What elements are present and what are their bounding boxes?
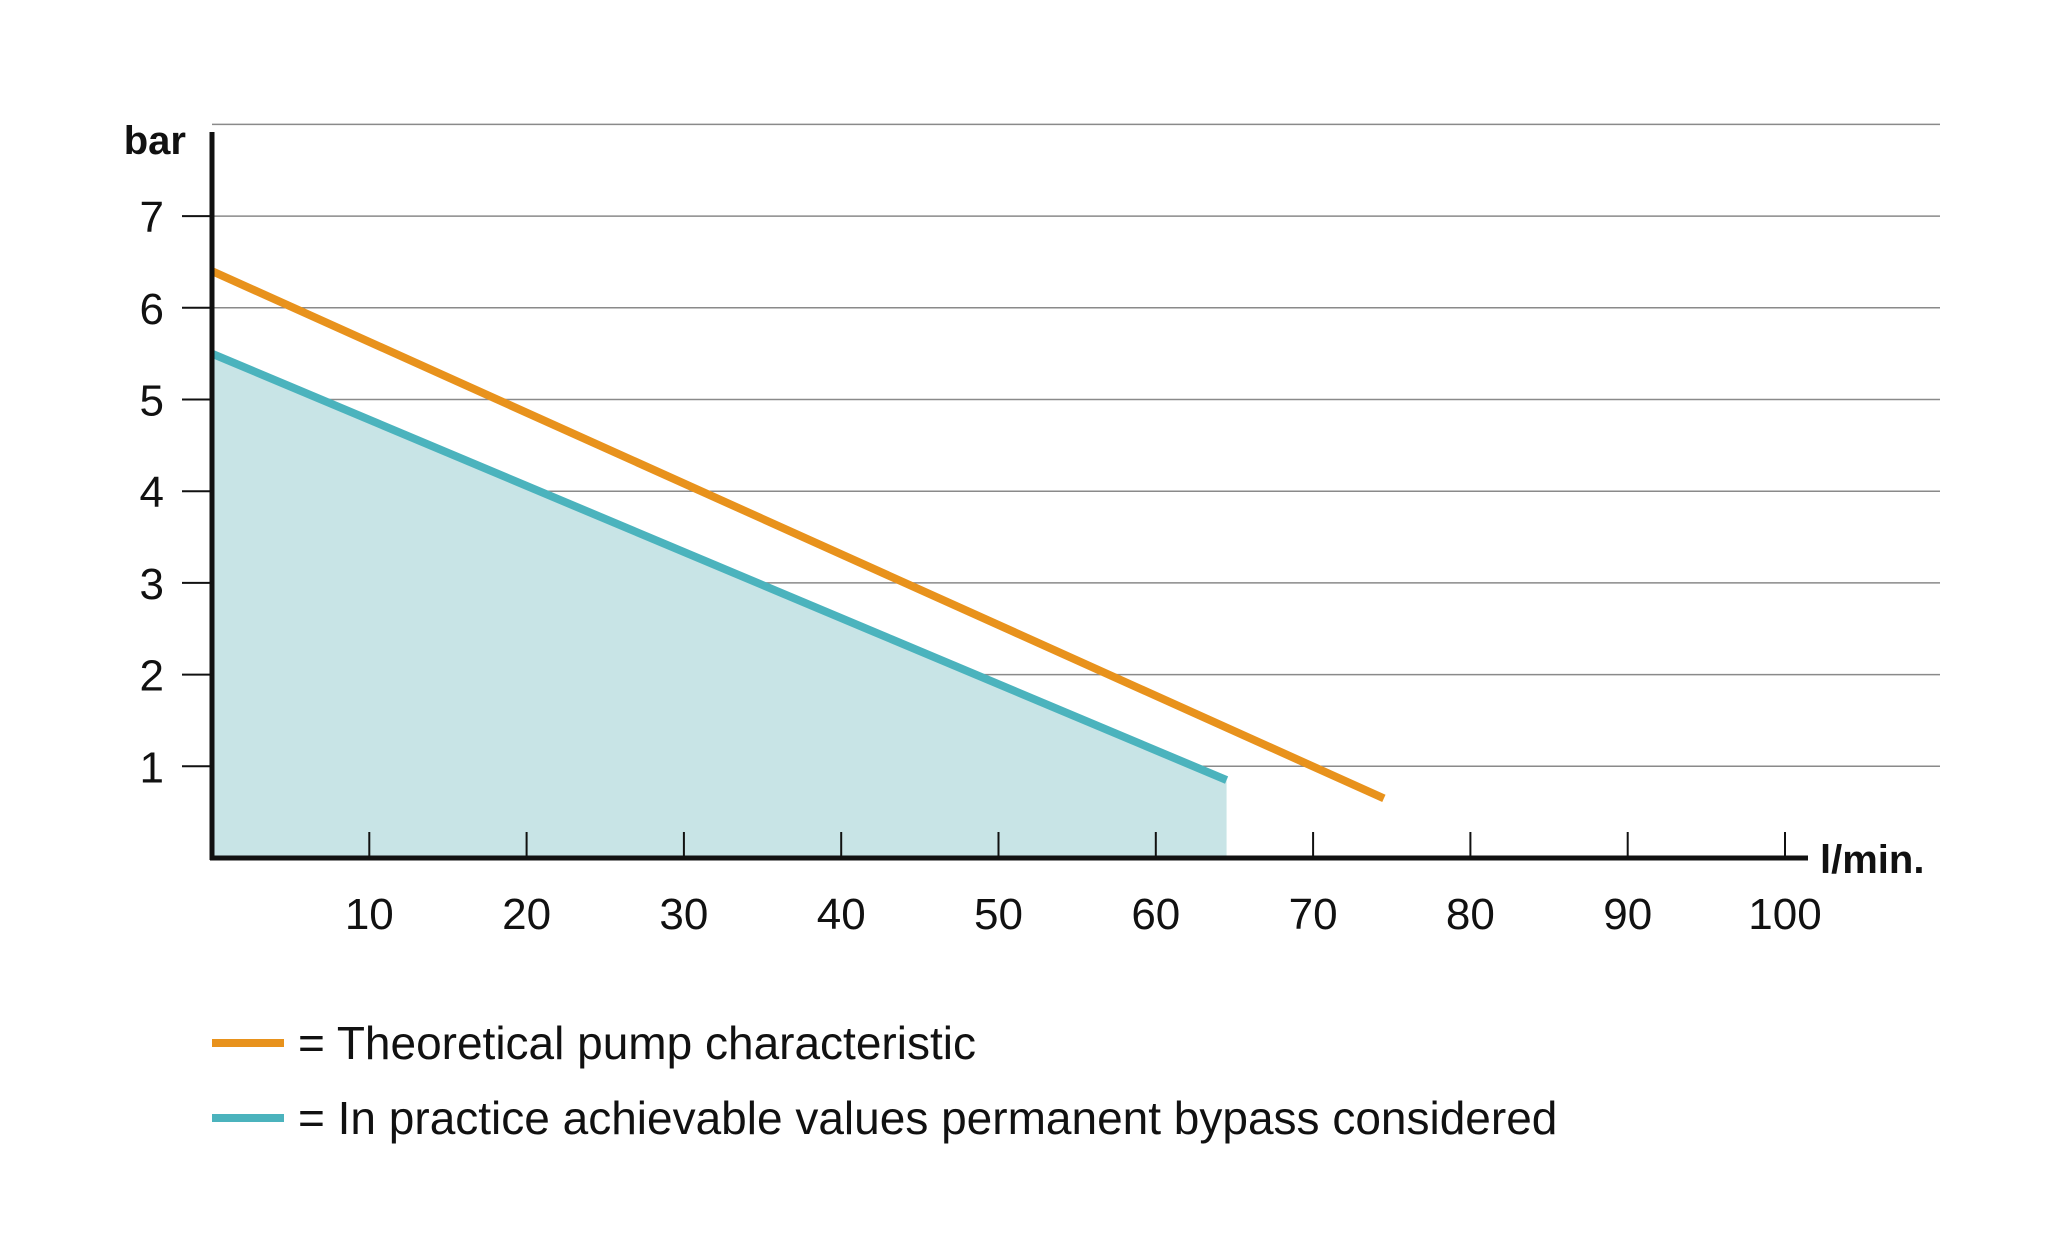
y-tick-label-1: 1 [140,743,164,792]
y-tick-label-6: 6 [140,285,164,334]
y-tick-label-2: 2 [140,652,164,701]
x-tick-label-10: 10 [345,890,394,939]
legend-item-theoretical: = Theoretical pump characteristic [212,1016,976,1070]
x-axis-label: l/min. [1820,838,1924,882]
series-line-1 [210,349,1229,784]
y-ticks: 1 2 3 4 5 6 7 [140,193,212,792]
x-ticks: 10 20 30 40 50 60 70 80 90 100 [345,832,1822,939]
x-tick-label-30: 30 [659,890,708,939]
x-tick-label-70: 70 [1289,890,1338,939]
axes [209,132,1808,861]
x-tick-label-50: 50 [974,890,1023,939]
y-tick-label-5: 5 [140,377,164,426]
y-tick-label-7: 7 [140,193,164,242]
x-tick-label-20: 20 [502,890,551,939]
x-tick-label-100: 100 [1748,890,1821,939]
legend-label-theoretical: = Theoretical pump characteristic [298,1017,976,1069]
legend-item-practical: = In practice achievable values permanen… [212,1091,1557,1145]
legend-label-practical: = In practice achievable values permanen… [298,1092,1558,1144]
legend-swatch-theoretical [212,1039,284,1047]
x-tick-label-60: 60 [1131,890,1180,939]
series-area-1 [212,353,1227,858]
x-tick-label-90: 90 [1603,890,1652,939]
area-layer [212,353,1227,858]
y-tick-label-4: 4 [140,468,164,517]
series-layer [210,267,1386,803]
legend-swatch-practical [212,1114,284,1122]
x-tick-label-80: 80 [1446,890,1495,939]
series-line-0 [210,267,1386,803]
y-tick-label-3: 3 [140,560,164,609]
y-axis-label: bar [124,119,186,163]
x-tick-label-40: 40 [817,890,866,939]
